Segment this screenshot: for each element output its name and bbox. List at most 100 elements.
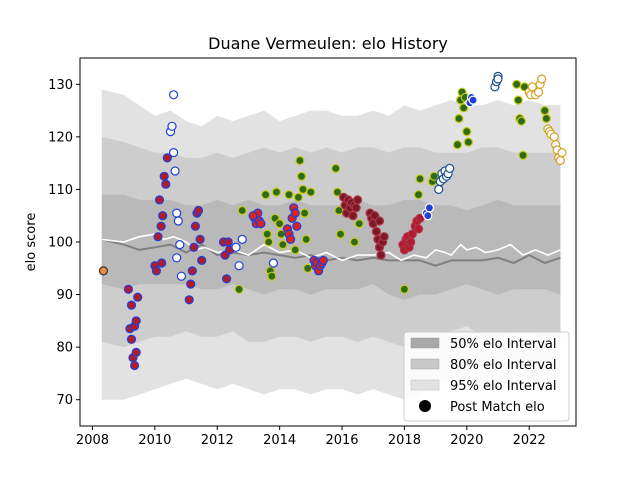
data-point bbox=[172, 253, 182, 263]
data-point bbox=[354, 219, 364, 229]
data-point bbox=[195, 234, 205, 244]
data-point bbox=[290, 245, 300, 255]
data-point bbox=[169, 148, 179, 158]
data-point bbox=[454, 113, 464, 124]
data-point bbox=[413, 190, 424, 200]
data-point bbox=[275, 219, 285, 229]
data-point bbox=[223, 237, 233, 247]
data-point bbox=[295, 155, 305, 166]
data-point bbox=[468, 95, 478, 105]
data-point bbox=[371, 226, 381, 237]
data-point bbox=[415, 174, 425, 184]
data-point bbox=[349, 237, 360, 247]
band-50 bbox=[101, 194, 561, 300]
data-point bbox=[413, 224, 424, 234]
data-point bbox=[300, 208, 310, 218]
data-point bbox=[555, 155, 566, 166]
data-point bbox=[131, 347, 141, 357]
data-point bbox=[541, 113, 552, 124]
data-point bbox=[445, 163, 455, 173]
data-point bbox=[374, 216, 385, 226]
data-point bbox=[278, 240, 288, 250]
data-point bbox=[170, 166, 180, 176]
legend-swatch-95 bbox=[410, 379, 440, 391]
legend-label-95: 95% elo Interval bbox=[450, 379, 557, 394]
data-point bbox=[131, 316, 141, 326]
data-point bbox=[190, 221, 200, 231]
data-point bbox=[292, 221, 302, 231]
data-point bbox=[512, 79, 522, 89]
data-point bbox=[286, 234, 296, 244]
data-point bbox=[518, 150, 528, 160]
data-point bbox=[187, 266, 197, 276]
data-point bbox=[533, 87, 544, 97]
data-point bbox=[153, 232, 163, 242]
data-point bbox=[267, 271, 277, 281]
data-point bbox=[157, 258, 167, 268]
data-point bbox=[331, 163, 341, 173]
data-point bbox=[549, 132, 559, 142]
legend: 50% elo Interval 80% elo Interval 95% el… bbox=[403, 331, 570, 422]
data-point bbox=[353, 195, 363, 205]
data-point bbox=[237, 234, 247, 244]
data-point bbox=[335, 229, 346, 239]
data-point bbox=[303, 263, 313, 273]
data-point bbox=[156, 221, 166, 231]
data-point bbox=[186, 279, 196, 289]
x-tick-label: 2022 bbox=[513, 433, 546, 448]
data-point bbox=[332, 187, 342, 197]
data-point bbox=[298, 184, 308, 194]
data-point bbox=[423, 211, 433, 221]
data-point bbox=[463, 137, 473, 147]
data-point bbox=[130, 360, 140, 371]
data-point bbox=[334, 205, 344, 216]
y-tick-label: 130 bbox=[48, 78, 73, 93]
legend-swatch-80 bbox=[410, 358, 440, 370]
data-point bbox=[452, 140, 463, 150]
data-point bbox=[271, 187, 282, 197]
data-point bbox=[434, 184, 444, 194]
data-point bbox=[175, 240, 185, 250]
data-point bbox=[399, 284, 409, 294]
data-point bbox=[158, 211, 168, 221]
y-axis-label: elo score bbox=[24, 213, 39, 272]
legend-swatch-50 bbox=[410, 337, 440, 349]
data-point bbox=[376, 250, 386, 260]
data-point bbox=[234, 261, 244, 271]
data-point bbox=[193, 205, 204, 216]
data-point bbox=[406, 237, 416, 247]
data-point bbox=[268, 258, 278, 268]
x-tick-label: 2018 bbox=[388, 433, 421, 448]
data-point bbox=[161, 179, 171, 189]
data-point bbox=[379, 232, 389, 242]
data-point bbox=[133, 292, 143, 302]
x-tick-label: 2020 bbox=[450, 433, 483, 448]
x-tick-label: 2010 bbox=[138, 433, 171, 448]
data-point bbox=[293, 192, 303, 202]
x-tick-label: 2016 bbox=[325, 433, 358, 448]
data-point bbox=[173, 216, 183, 226]
data-point bbox=[284, 190, 294, 200]
data-point bbox=[290, 208, 300, 218]
data-point bbox=[513, 95, 523, 105]
data-point bbox=[516, 116, 527, 126]
data-point bbox=[123, 284, 133, 294]
data-point bbox=[231, 242, 241, 252]
y-tick-label: 80 bbox=[56, 341, 73, 356]
data-point bbox=[424, 203, 434, 213]
data-point bbox=[197, 255, 207, 265]
legend-frame bbox=[403, 331, 570, 422]
data-point bbox=[261, 190, 271, 200]
legend-label-post-match: Post Match elo bbox=[450, 400, 545, 415]
data-point bbox=[169, 90, 179, 100]
data-point bbox=[462, 127, 472, 137]
data-point bbox=[540, 105, 550, 116]
data-point bbox=[351, 203, 361, 213]
data-point bbox=[248, 211, 258, 221]
data-point bbox=[167, 121, 177, 131]
median-line-gray bbox=[101, 238, 561, 267]
data-point bbox=[429, 171, 439, 181]
y-tick-label: 120 bbox=[48, 130, 73, 145]
y-tick-label: 110 bbox=[48, 183, 73, 198]
data-point bbox=[222, 274, 232, 284]
